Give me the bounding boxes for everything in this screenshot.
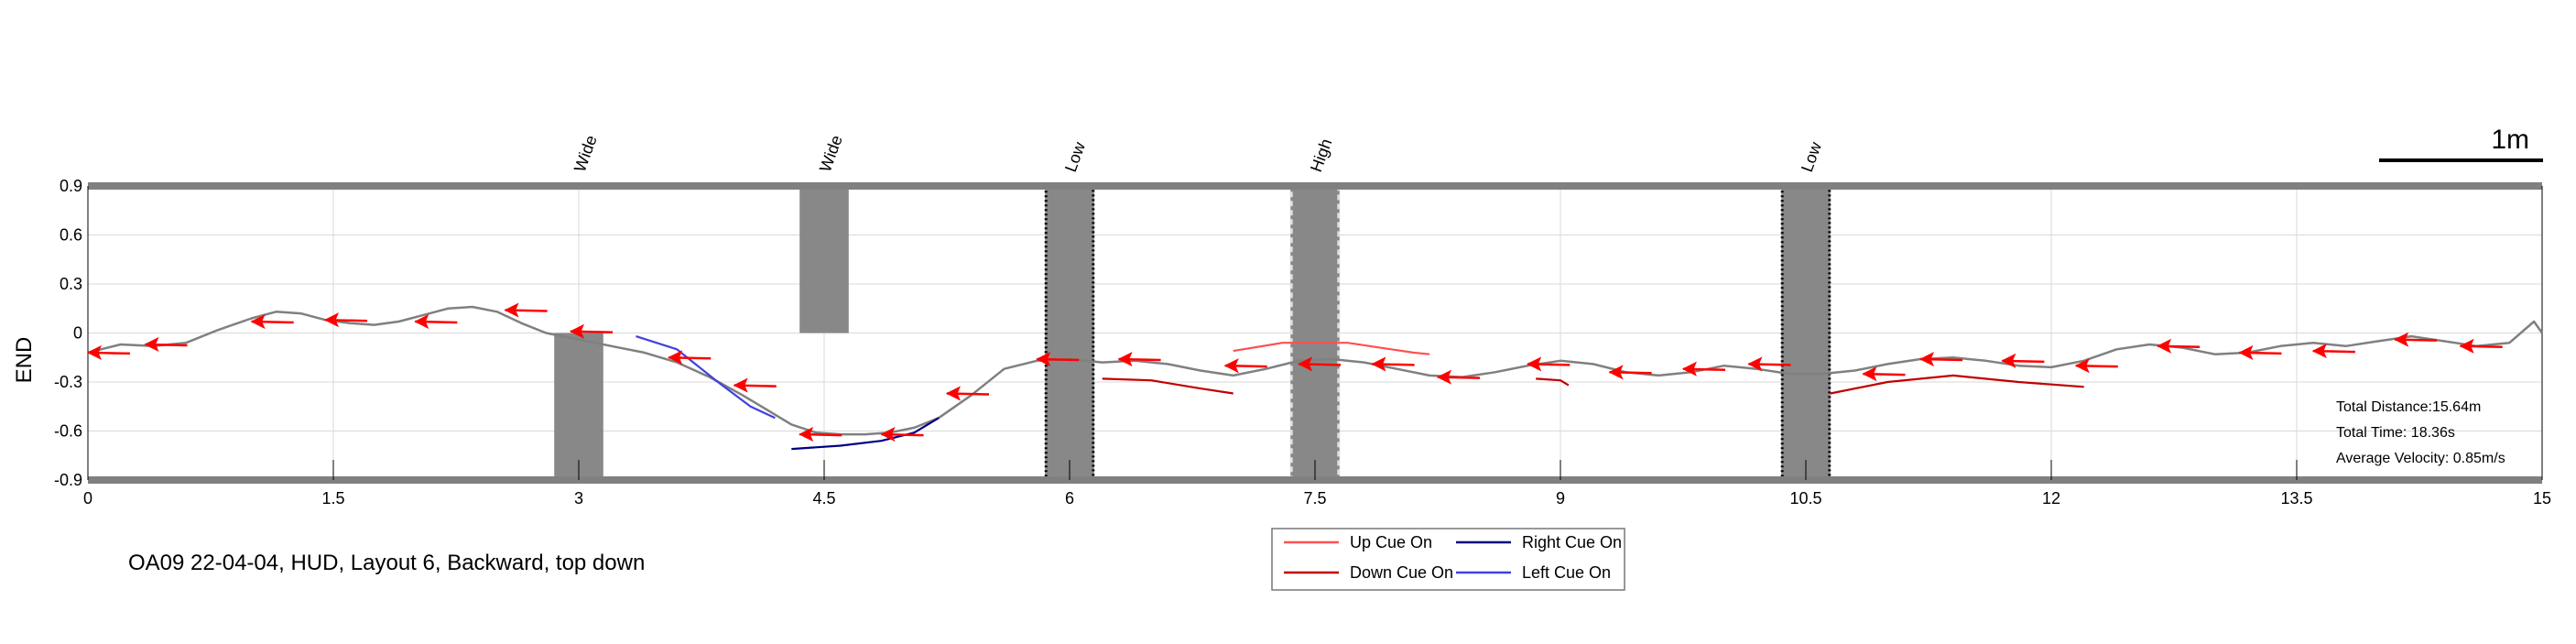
y-tick-label: -0.6 <box>54 422 82 441</box>
top-bound-bar <box>88 182 2542 190</box>
series-down-cue-on <box>1536 377 1570 387</box>
direction-arrow-head <box>1298 356 1313 372</box>
x-tick-label: 1.5 <box>321 489 344 508</box>
x-tick-label: 0 <box>83 489 92 508</box>
direction-arrow-head <box>414 313 429 330</box>
x-tick-label: 6 <box>1065 489 1074 508</box>
direction-arrow-head <box>1223 358 1239 374</box>
series-right-cue-on <box>791 417 940 451</box>
x-tick-label: 12 <box>2042 489 2060 508</box>
direction-arrow-head <box>2074 358 2090 374</box>
chart-title: OA09 22-04-04, HUD, Layout 6, Backward, … <box>128 551 645 575</box>
obstacle-label: High <box>1307 136 1335 175</box>
direction-arrow-head <box>1681 361 1697 377</box>
direction-arrow-head <box>144 336 159 353</box>
stat-average-velocity: Average Velocity: 0.85m/s <box>2336 451 2505 466</box>
legend: Up Cue On Right Cue On Down Cue On Left Cue… <box>1271 528 1625 591</box>
series-layer <box>87 305 2544 451</box>
direction-arrow-head <box>733 377 748 393</box>
obstacle <box>1290 186 1340 480</box>
direction-arrow-head <box>2311 344 2327 359</box>
direction-arrow-head <box>86 344 102 360</box>
obstacle-label: Low <box>1798 139 1825 175</box>
y-tick-label: 0.3 <box>60 275 82 293</box>
obstacle-label: Wide <box>816 133 846 174</box>
legend-label: Left Cue On <box>1522 563 1611 582</box>
obstacle <box>799 186 849 333</box>
y-tick-label: -0.9 <box>54 471 82 489</box>
series-left-cue-on <box>636 335 776 420</box>
direction-arrow-head <box>1527 356 1542 372</box>
y-tick-label: -0.3 <box>54 373 82 391</box>
direction-arrow-head <box>250 313 266 330</box>
x-tick-label: 13.5 <box>2280 489 2312 508</box>
scale-bar: 1m <box>2379 125 2543 162</box>
direction-arrow-head <box>1371 356 1386 372</box>
legend-label: Right Cue On <box>1522 533 1622 551</box>
x-tick-label: 3 <box>574 489 583 508</box>
direction-arrow-head <box>569 323 585 339</box>
direction-arrow-head <box>504 302 519 318</box>
direction-arrow-head <box>1117 351 1133 367</box>
legend-label: Up Cue On <box>1350 533 1432 551</box>
stats-box: Total Distance:15.64m Total Time: 18.36s… <box>2336 399 2505 466</box>
trajectory-line <box>87 305 2544 436</box>
y-tick-label: 0 <box>73 324 82 343</box>
direction-arrow-head <box>1862 366 1877 382</box>
stat-total-distance: Total Distance:15.64m <box>2336 399 2481 415</box>
y-tick-label: 0.6 <box>60 226 82 245</box>
direction-arrow-head <box>323 312 340 328</box>
obstacle-layer <box>554 185 1831 481</box>
x-tick-label: 4.5 <box>812 489 835 508</box>
series-down-cue-on <box>1830 374 2084 395</box>
axis-tick-labels: 0 1.5 3 4.5 6 7.5 9 10.5 12 13.5 15 0.9 0.6 0.3 0 -0.3 -… <box>54 177 2551 508</box>
obstacle-labels: Wide Wide Low High Low <box>571 133 1825 174</box>
direction-arrow-head <box>668 350 683 366</box>
y-axis-label: END <box>12 337 37 384</box>
direction-arrow-head <box>2238 344 2254 360</box>
series-up-cue-on <box>1233 342 1430 355</box>
direction-arrow-head <box>880 427 896 442</box>
direction-arrow-head <box>2459 338 2474 354</box>
direction-arrow-head <box>2001 353 2016 368</box>
y-tick-label: 0.9 <box>60 177 82 195</box>
direction-arrow-head <box>1036 351 1051 367</box>
legend-label: Down Cue On <box>1350 563 1453 582</box>
direction-arrow-head <box>1608 365 1624 380</box>
direction-arrow-head <box>1747 356 1763 372</box>
x-tick-label: 10.5 <box>1789 489 1821 508</box>
x-tick-label: 15 <box>2533 489 2551 508</box>
obstacle-label: Wide <box>571 133 601 174</box>
scale-bar-label: 1m <box>2491 125 2529 155</box>
direction-arrow-head <box>2394 332 2409 347</box>
legend-box <box>1271 528 1625 591</box>
x-tick-label: 7.5 <box>1303 489 1326 508</box>
x-tick-label: 9 <box>1556 489 1565 508</box>
obstacle <box>1781 186 1831 480</box>
obstacle <box>1045 186 1094 480</box>
series-down-cue-on <box>1102 377 1234 395</box>
obstacle <box>554 333 603 480</box>
stat-total-time: Total Time: 18.36s <box>2336 425 2455 441</box>
direction-arrow-head <box>945 386 961 401</box>
direction-arrow-head <box>1436 369 1451 385</box>
direction-arrow-head <box>2157 338 2172 354</box>
direction-arrow-layer <box>86 302 2503 442</box>
direction-arrow-head <box>799 427 814 442</box>
direction-arrow-head <box>1918 351 1935 367</box>
obstacle-label: Low <box>1061 139 1089 175</box>
